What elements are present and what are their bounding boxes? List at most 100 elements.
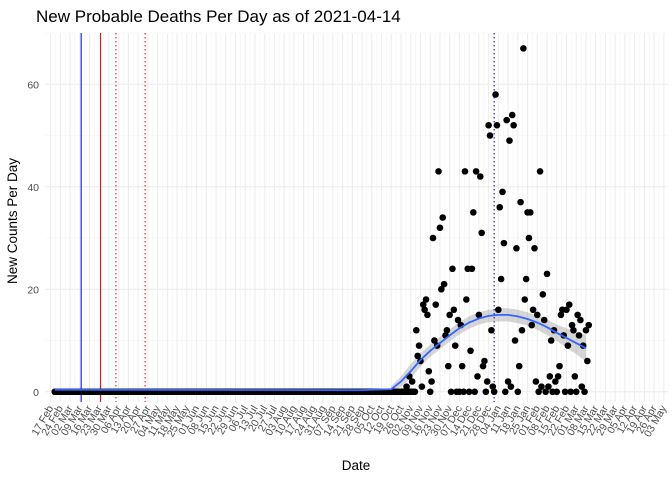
data-point [540,316,548,324]
data-point [538,383,545,390]
data-point [575,332,583,339]
data-point [451,342,459,349]
data-point [518,326,526,334]
data-point [476,173,484,180]
data-point [479,362,487,370]
data-point [435,168,442,175]
x-axis-title: Date [342,458,371,473]
data-point [521,296,529,303]
data-point [408,378,416,385]
data-point [450,306,458,314]
data-point [515,362,523,370]
data-point [508,111,516,119]
data-point [429,234,437,242]
data-point [483,378,491,385]
data-point [578,383,586,390]
data-point [585,321,593,329]
data-point [465,388,473,396]
data-point [529,306,537,314]
data-point [475,311,483,319]
data-points [51,45,593,396]
y-tick-label: 60 [27,79,39,91]
data-point [482,388,490,396]
smooth-line [54,314,587,392]
data-point [514,388,522,396]
data-point [513,244,520,252]
data-point [454,316,462,324]
data-point [553,388,561,396]
data-point [489,383,497,390]
smooth-trend-line [54,314,587,392]
data-point [444,362,452,370]
y-tick-labels: 0 20 40 60 [27,79,39,399]
data-point [525,234,533,242]
data-point [581,388,588,396]
data-point [528,321,536,329]
data-point [421,306,428,314]
data-point [520,45,527,52]
data-point [403,383,410,390]
data-point [567,388,574,396]
data-point [486,132,494,139]
data-point [426,388,434,396]
data-point [431,337,438,344]
data-point [467,347,474,355]
data-point [458,362,466,370]
chart-title: New Probable Deaths Per Day as of 2021-0… [36,7,401,26]
data-point [432,301,440,308]
data-point [439,214,447,221]
y-tick-label: 0 [33,387,39,399]
data-point [535,388,542,396]
data-point [424,311,431,319]
data-point [400,388,408,396]
data-point [499,188,506,196]
data-point [563,306,570,314]
data-point [536,168,544,175]
data-point [572,388,580,396]
data-point [419,301,427,308]
data-point [481,357,488,365]
data-point [428,378,435,385]
data-point [506,137,513,144]
data-point [415,342,423,349]
data-point [539,291,547,298]
data-point [504,378,512,385]
data-point [449,265,456,273]
data-point [478,229,485,237]
data-point [531,244,538,252]
data-point [474,373,481,380]
data-point [507,383,515,390]
y-tick-label: 20 [27,284,39,296]
data-point [414,352,421,360]
data-point [547,337,555,344]
data-point [503,116,510,124]
data-point [446,311,453,319]
data-point [568,321,576,329]
data-point [425,367,433,375]
data-point [436,224,444,232]
data-point [438,285,445,293]
data-point [463,296,470,303]
data-point [501,388,509,396]
data-point [543,270,551,278]
data-point [422,296,430,303]
data-point [472,168,480,175]
data-point [542,388,549,396]
data-point [546,373,554,380]
data-point [582,326,590,334]
plot-grid [45,32,668,402]
data-point [468,265,476,273]
data-point [517,198,524,206]
data-point [470,209,477,216]
data-point [490,388,498,396]
data-point [493,121,501,129]
data-point [495,306,502,314]
data-point [471,388,479,396]
data-point [522,275,530,283]
data-point [412,326,420,334]
data-point [492,91,499,98]
data-point [461,168,469,175]
data-point [565,301,573,308]
